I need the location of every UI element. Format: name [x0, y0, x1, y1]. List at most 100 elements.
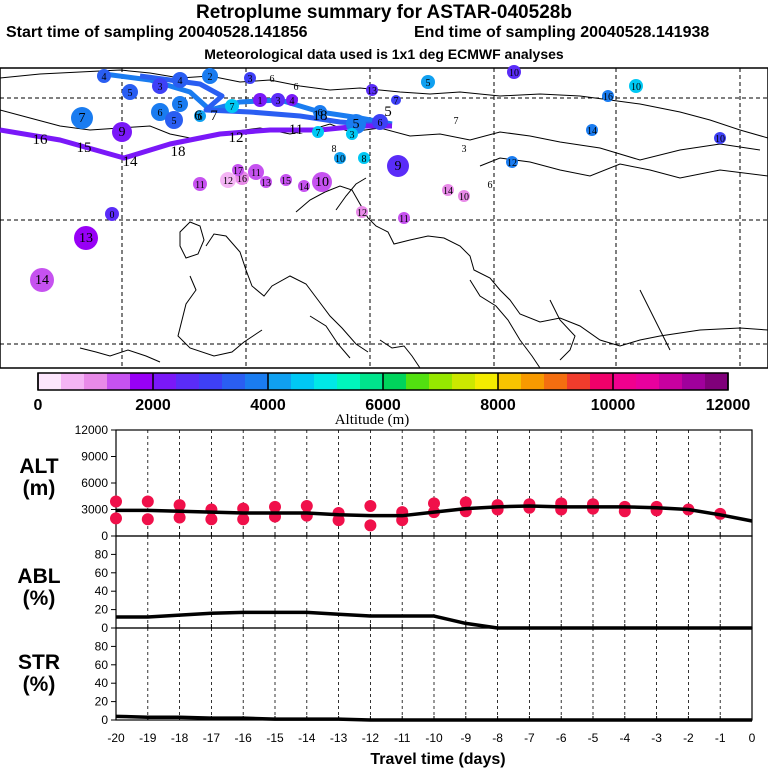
cluster-circle — [122, 84, 138, 100]
cluster-circle — [391, 95, 401, 105]
altitude-point — [300, 499, 313, 512]
cluster-circle — [165, 111, 183, 129]
cluster-label: 14 — [587, 126, 597, 137]
colorbar-tick-label: 6000 — [365, 397, 401, 414]
cluster-circle — [356, 206, 368, 218]
cluster-circle — [313, 105, 327, 119]
cluster-circle — [714, 132, 726, 144]
trajectory-day-label: 11 — [289, 122, 303, 138]
cluster-circle — [172, 72, 188, 88]
trajectory-day-label: 12 — [229, 130, 244, 146]
cluster-label: 4 — [102, 72, 107, 83]
altitude-point — [459, 496, 472, 509]
colorbar-segment — [291, 373, 315, 390]
cluster-label: 14 — [299, 182, 309, 193]
trajectory-day-label: 5 — [384, 104, 392, 120]
panel-abl: 0 20 40 60 80 — [95, 535, 753, 635]
altitude-point — [364, 499, 377, 512]
colorbar-segment — [107, 373, 131, 390]
colorbar-tick-label: 10000 — [591, 397, 636, 414]
cluster-label: 11 — [399, 214, 409, 225]
cluster-circle — [312, 126, 324, 138]
x-tick-label: -1 — [715, 731, 726, 745]
y-tick-label: 0 — [101, 529, 108, 543]
cluster-label: 12 — [223, 176, 233, 187]
cluster-circle — [202, 68, 218, 84]
y-tick-label: 0 — [101, 621, 108, 635]
trajectory-day-label: 18 — [313, 108, 328, 124]
x-axis-label: Travel time (days) — [370, 751, 505, 768]
cluster-label: 5 — [178, 100, 183, 111]
y-tick-label: 80 — [95, 547, 109, 561]
x-tick-label: -9 — [460, 731, 471, 745]
cluster-circle — [312, 172, 332, 192]
y-tick-label: 6000 — [81, 476, 108, 490]
cluster-circle — [244, 72, 256, 84]
y-tick-label: 9000 — [81, 450, 108, 464]
abl-axis-label: ABL (%) — [0, 566, 78, 610]
y-tick-label: 40 — [95, 676, 109, 690]
cluster-label: 16 — [237, 174, 247, 185]
cluster-label: 4 — [178, 76, 183, 87]
cluster-circle — [334, 152, 346, 164]
x-tick-label: -15 — [266, 731, 284, 745]
cluster-circle — [507, 65, 521, 79]
y-tick-label: 20 — [95, 695, 109, 709]
cluster-circle — [260, 176, 272, 188]
cluster-circle — [358, 152, 370, 164]
colorbar-axis-label: Altitude (m) — [335, 412, 410, 428]
cluster-label: 12 — [357, 208, 367, 219]
cluster-circle — [286, 94, 298, 106]
x-tick-label: -2 — [683, 731, 694, 745]
y-tick-label: 40 — [95, 584, 109, 598]
x-tick-label: -8 — [492, 731, 503, 745]
cluster-circle — [271, 93, 285, 107]
x-tick-label: -7 — [524, 731, 535, 745]
cluster-label: 7 — [394, 96, 399, 107]
str-axis-label-name: STR — [18, 651, 60, 674]
cluster-circle — [220, 172, 236, 188]
cluster-label: 4 — [290, 96, 295, 107]
cluster-label: 5 — [128, 88, 133, 99]
cluster-label: 17 — [233, 166, 243, 177]
y-tick-label: 0 — [101, 713, 108, 727]
start-time-label: Start time of sampling 20040528.141856 — [6, 24, 308, 41]
cluster-label: 6 — [270, 74, 275, 85]
cluster-label: 13 — [261, 178, 271, 189]
cluster-circle — [30, 268, 54, 292]
cluster-circle — [506, 156, 518, 168]
chart-title: Retroplume summary for ASTAR-040528b — [196, 2, 572, 23]
y-tick-label: 3000 — [81, 503, 108, 517]
colorbar-segment — [659, 373, 683, 390]
time-series-panels: 030006000900012000020406080020406080-20-… — [75, 423, 756, 768]
colorbar-segment — [199, 373, 223, 390]
cluster-circle — [152, 78, 168, 94]
x-tick-label: -13 — [330, 731, 348, 745]
cluster-circle — [105, 207, 119, 221]
cluster-circle — [298, 180, 310, 192]
y-tick-label: 80 — [95, 639, 109, 653]
cluster-label: 5 — [426, 78, 431, 89]
cluster-label: 10 — [459, 192, 469, 203]
cluster-label: 8 — [362, 154, 367, 165]
cluster-label: 6 — [294, 82, 299, 93]
cluster-circle — [225, 99, 239, 113]
cluster-label: 12 — [507, 158, 517, 169]
alt-axis-label-unit: (m) — [22, 477, 56, 500]
cluster-circle — [194, 110, 206, 122]
x-tick-label: -10 — [425, 731, 443, 745]
colorbar-segment — [84, 373, 108, 390]
colorbar-segment — [61, 373, 85, 390]
colorbar-segment — [176, 373, 200, 390]
cluster-label: 13 — [367, 86, 377, 97]
abl-axis-label-unit: (%) — [22, 587, 56, 610]
cluster-circle — [421, 75, 435, 89]
cluster-label: 10 — [715, 134, 725, 145]
altitude-point — [141, 495, 154, 508]
colorbar-segment — [222, 373, 246, 390]
trajectory-day-label: 6 — [194, 108, 202, 124]
cluster-circle — [193, 177, 207, 191]
